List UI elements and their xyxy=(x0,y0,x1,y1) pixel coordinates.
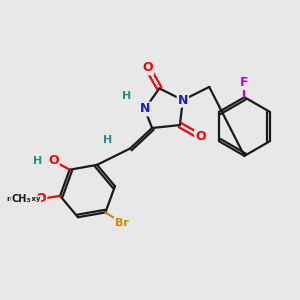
Text: O: O xyxy=(142,61,153,74)
Text: N: N xyxy=(140,102,150,116)
Text: methoxy: methoxy xyxy=(6,196,41,202)
Text: O: O xyxy=(48,154,59,167)
Text: Br: Br xyxy=(115,218,128,228)
Text: CH₃: CH₃ xyxy=(11,194,31,204)
Text: O: O xyxy=(195,130,206,143)
Text: H: H xyxy=(33,156,42,166)
Text: O: O xyxy=(36,192,46,205)
Text: H: H xyxy=(122,91,132,101)
Text: N: N xyxy=(178,94,188,106)
Text: F: F xyxy=(240,76,249,89)
Text: H: H xyxy=(103,135,113,145)
